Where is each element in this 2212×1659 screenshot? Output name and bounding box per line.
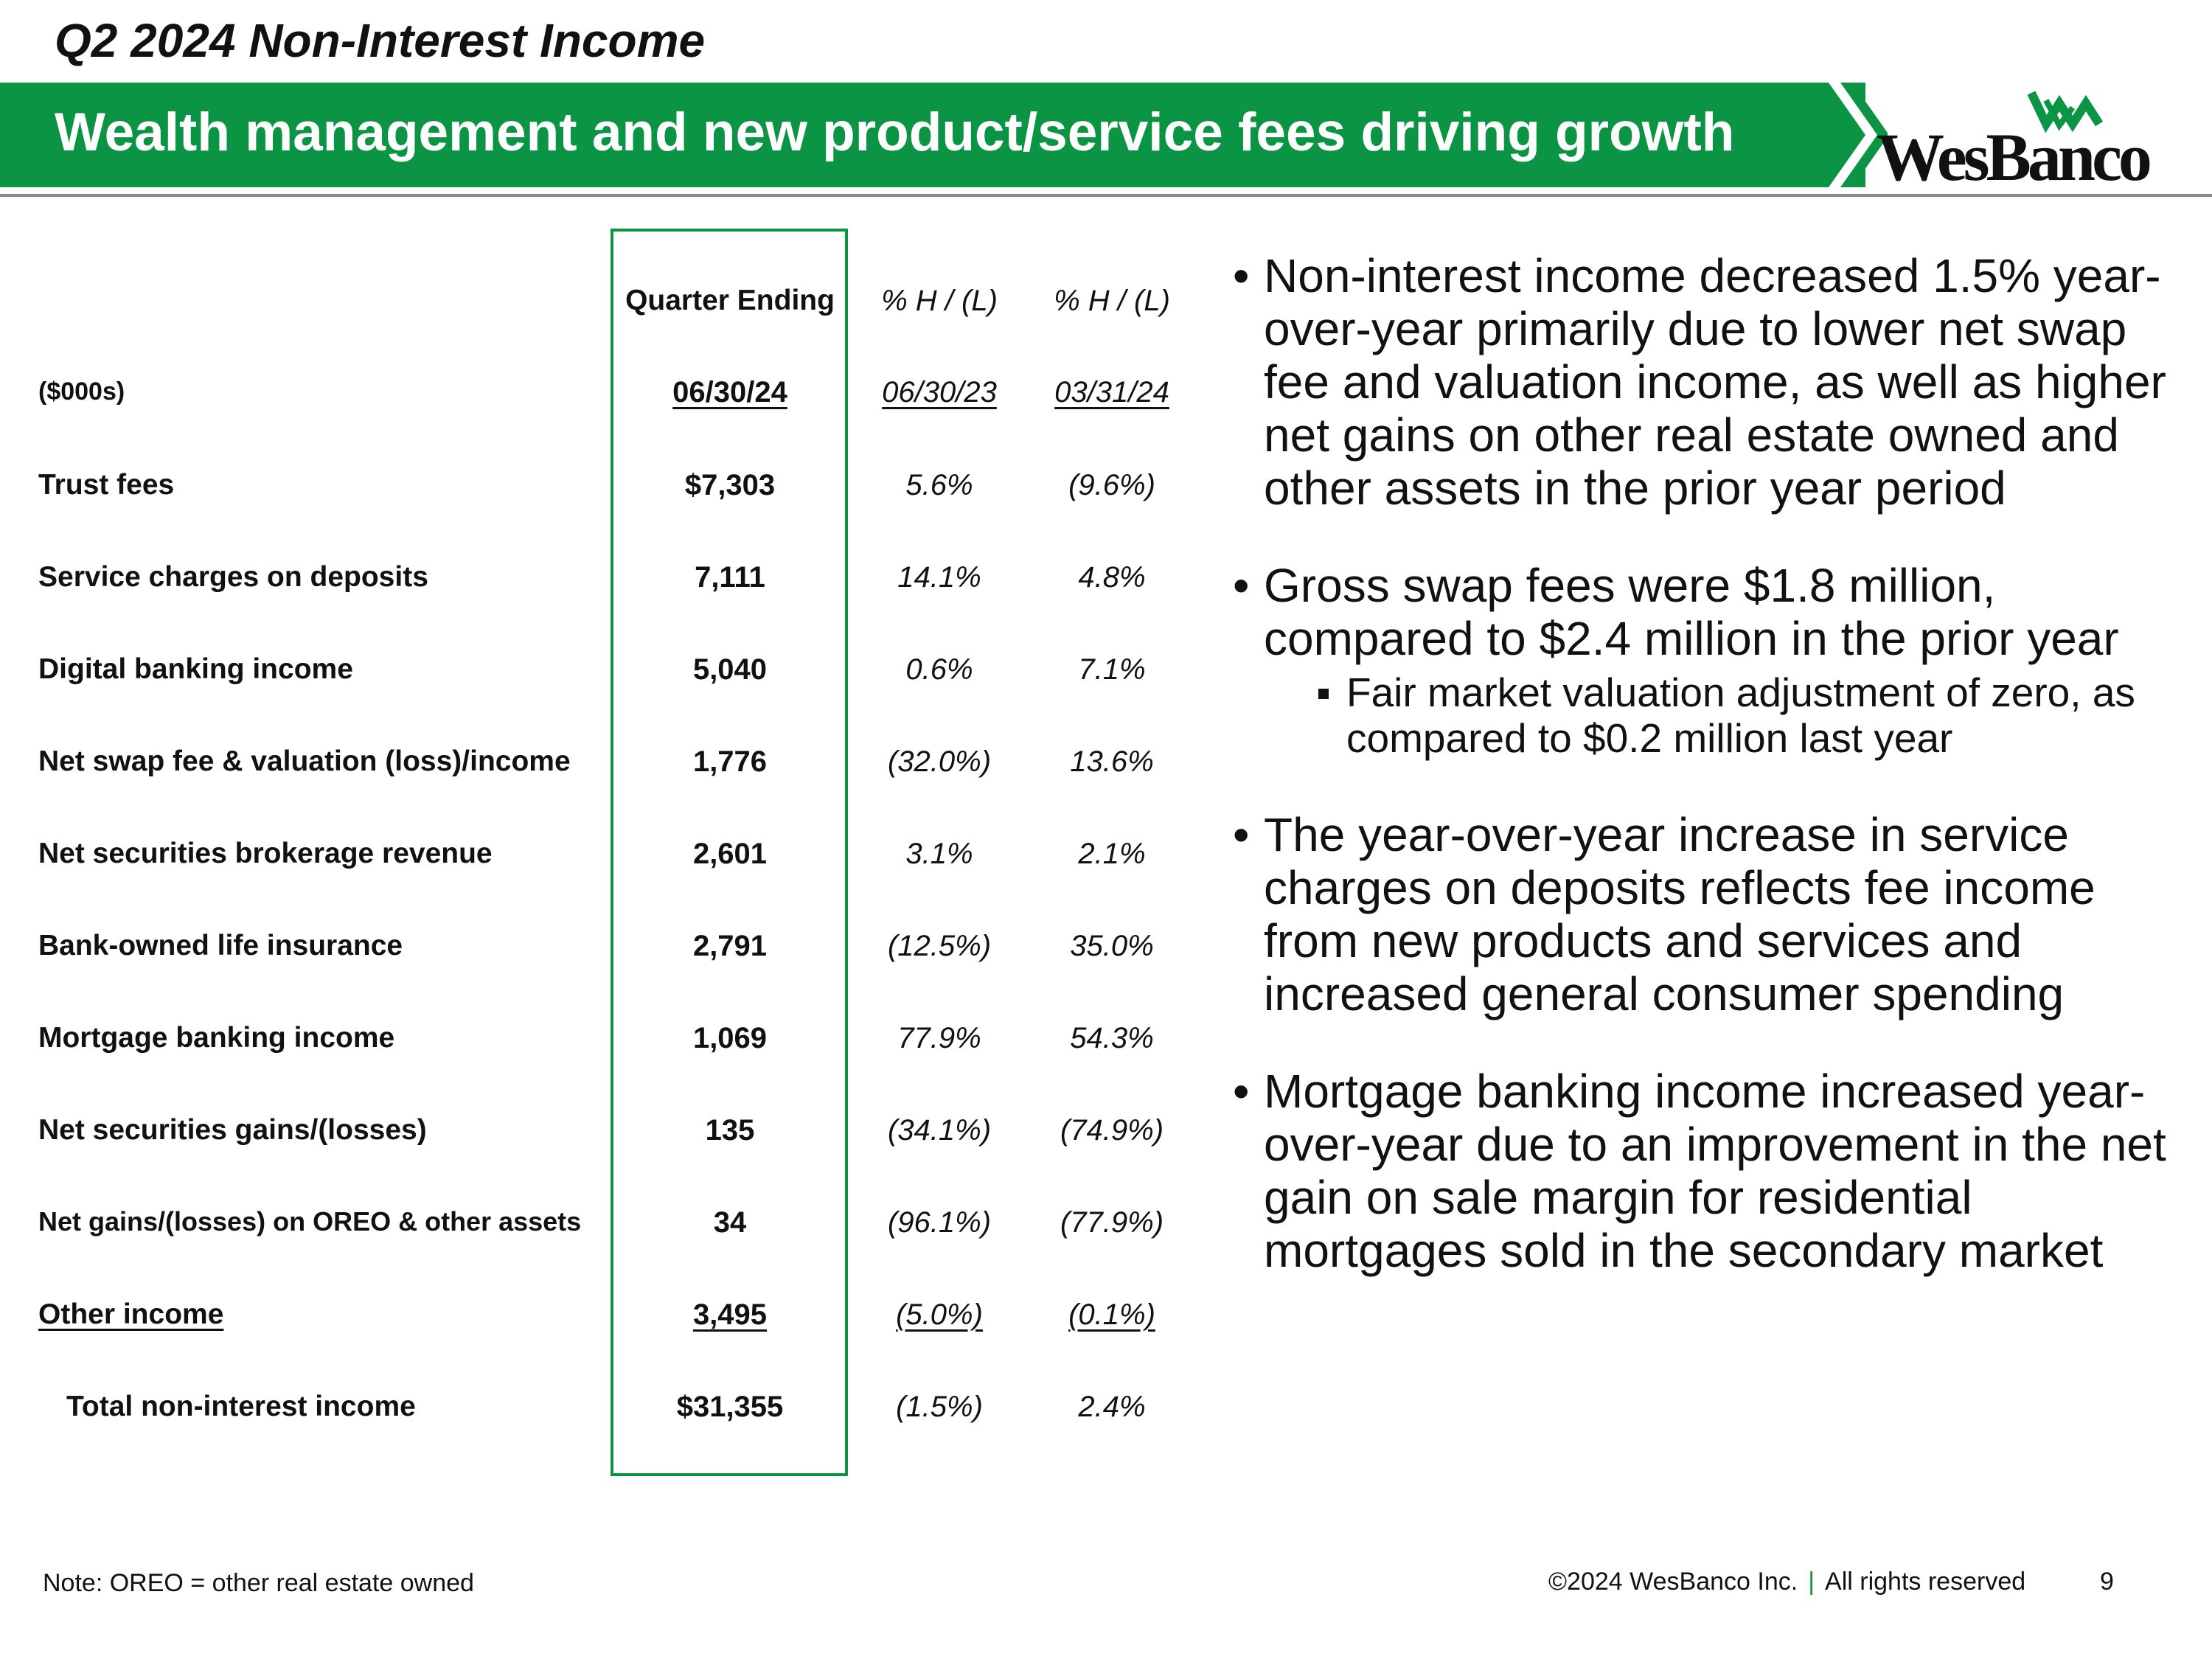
row-value: 3,495 [692, 1298, 768, 1331]
row-qoq: 2.1% [1078, 838, 1146, 870]
row-label: Bank-owned life insurance [38, 930, 403, 961]
row-yoy: 14.1% [897, 561, 981, 594]
square-bullet-icon [1318, 689, 1329, 699]
row-label: Service charges on deposits [38, 561, 428, 593]
row-yoy: (5.0%) [896, 1298, 983, 1331]
col-header-quarter: Quarter Ending [625, 285, 835, 316]
total-row-yoy: (1.5%) [896, 1391, 983, 1423]
row-qoq: (9.6%) [1068, 469, 1155, 501]
date-prior-year: 06/30/23 [882, 376, 997, 408]
logo-mark-icon [2027, 91, 2104, 133]
header-divider [0, 194, 2212, 197]
copyright-text: ©2024 WesBanco Inc. [1548, 1568, 1798, 1596]
logo-wordmark: WesBanco [1877, 119, 2152, 195]
row-yoy: (12.5%) [887, 930, 992, 962]
rights-text: All rights reserved [1825, 1568, 2026, 1596]
row-value: 2,791 [692, 930, 768, 962]
row-qoq: 13.6% [1070, 745, 1154, 778]
row-label: Net swap fee & valuation (loss)/income [38, 745, 571, 777]
bullet-dot-icon: • [1233, 249, 1250, 302]
bullet-text: Non-interest income decreased 1.5% year-… [1264, 249, 2166, 515]
row-qoq: (74.9%) [1060, 1114, 1164, 1147]
sub-bullet-item: Fair market valuation adjustment of zero… [1233, 669, 2191, 761]
row-label: Other income [38, 1298, 224, 1330]
row-value: 34 [713, 1206, 747, 1239]
wesbanco-logo: WesBanco [1877, 87, 2157, 195]
row-value: 2,601 [692, 838, 768, 870]
bullet-item: • The year-over-year increase in service… [1233, 808, 2191, 1020]
bullet-text: Mortgage banking income increased year-o… [1264, 1065, 2166, 1277]
row-value: 5,040 [692, 653, 768, 686]
bullet-text: The year-over-year increase in service c… [1264, 808, 2096, 1020]
row-yoy: 3.1% [905, 838, 973, 870]
row-label: Trust fees [38, 469, 175, 501]
footnote: Note: OREO = other real estate owned [43, 1569, 474, 1597]
footer-separator: | [1808, 1568, 1815, 1596]
row-qoq: (77.9%) [1060, 1206, 1164, 1239]
row-yoy: (96.1%) [887, 1206, 992, 1239]
row-qoq: (0.1%) [1068, 1298, 1155, 1331]
sub-bullet-text: Fair market valuation adjustment of zero… [1346, 669, 2135, 761]
page-number: 9 [2100, 1568, 2114, 1596]
row-qoq: 7.1% [1078, 653, 1146, 686]
bullet-item: • Mortgage banking income increased year… [1233, 1065, 2191, 1277]
bullet-dot-icon: • [1233, 559, 1250, 612]
banner-title: Wealth management and new product/servic… [55, 102, 1735, 162]
row-value: $7,303 [684, 469, 776, 501]
quarter-highlight-box [611, 229, 848, 1476]
row-value: 7,111 [695, 561, 765, 594]
bullet-text: Gross swap fees were $1.8 million, compa… [1264, 559, 2119, 665]
total-row-label: Total non-interest income [66, 1391, 416, 1422]
row-yoy: 5.6% [905, 469, 973, 501]
row-yoy: 77.9% [897, 1022, 981, 1054]
row-yoy: 0.6% [905, 653, 973, 686]
banner-chevron-icon [1799, 83, 1888, 187]
row-label: Net gains/(losses) on OREO & other asset… [38, 1206, 582, 1237]
title-banner [0, 83, 1865, 187]
row-yoy: (32.0%) [887, 745, 992, 778]
row-label: Digital banking income [38, 653, 353, 685]
date-prior-quarter: 03/31/24 [1054, 376, 1169, 408]
row-label: Net securities brokerage revenue [38, 838, 493, 869]
row-qoq: 4.8% [1078, 561, 1146, 594]
unit-label: ($000s) [38, 378, 125, 406]
bullet-item: • Gross swap fees were $1.8 million, com… [1233, 559, 2191, 665]
total-row-value: $31,355 [676, 1391, 784, 1423]
row-label: Net securities gains/(losses) [38, 1114, 427, 1146]
row-qoq: 54.3% [1070, 1022, 1154, 1054]
row-qoq: 35.0% [1070, 930, 1154, 962]
page-title: Q2 2024 Non-Interest Income [55, 14, 706, 67]
row-yoy: (34.1%) [887, 1114, 992, 1147]
bullet-item: • Non-interest income decreased 1.5% yea… [1233, 249, 2191, 515]
col-header-yoy: % H / (L) [881, 285, 998, 317]
row-value: 135 [705, 1114, 755, 1147]
bullet-dot-icon: • [1233, 808, 1250, 861]
commentary-bullets: • Non-interest income decreased 1.5% yea… [1233, 249, 2191, 1277]
bullet-dot-icon: • [1233, 1065, 1250, 1118]
row-label: Mortgage banking income [38, 1022, 395, 1054]
row-value: 1,776 [692, 745, 768, 778]
total-row-qoq: 2.4% [1078, 1391, 1146, 1423]
date-current: 06/30/24 [672, 376, 787, 408]
copyright-footer: ©2024 WesBanco Inc. | All rights reserved [1548, 1568, 2025, 1596]
row-value: 1,069 [692, 1022, 768, 1054]
col-header-qoq: % H / (L) [1054, 285, 1170, 317]
